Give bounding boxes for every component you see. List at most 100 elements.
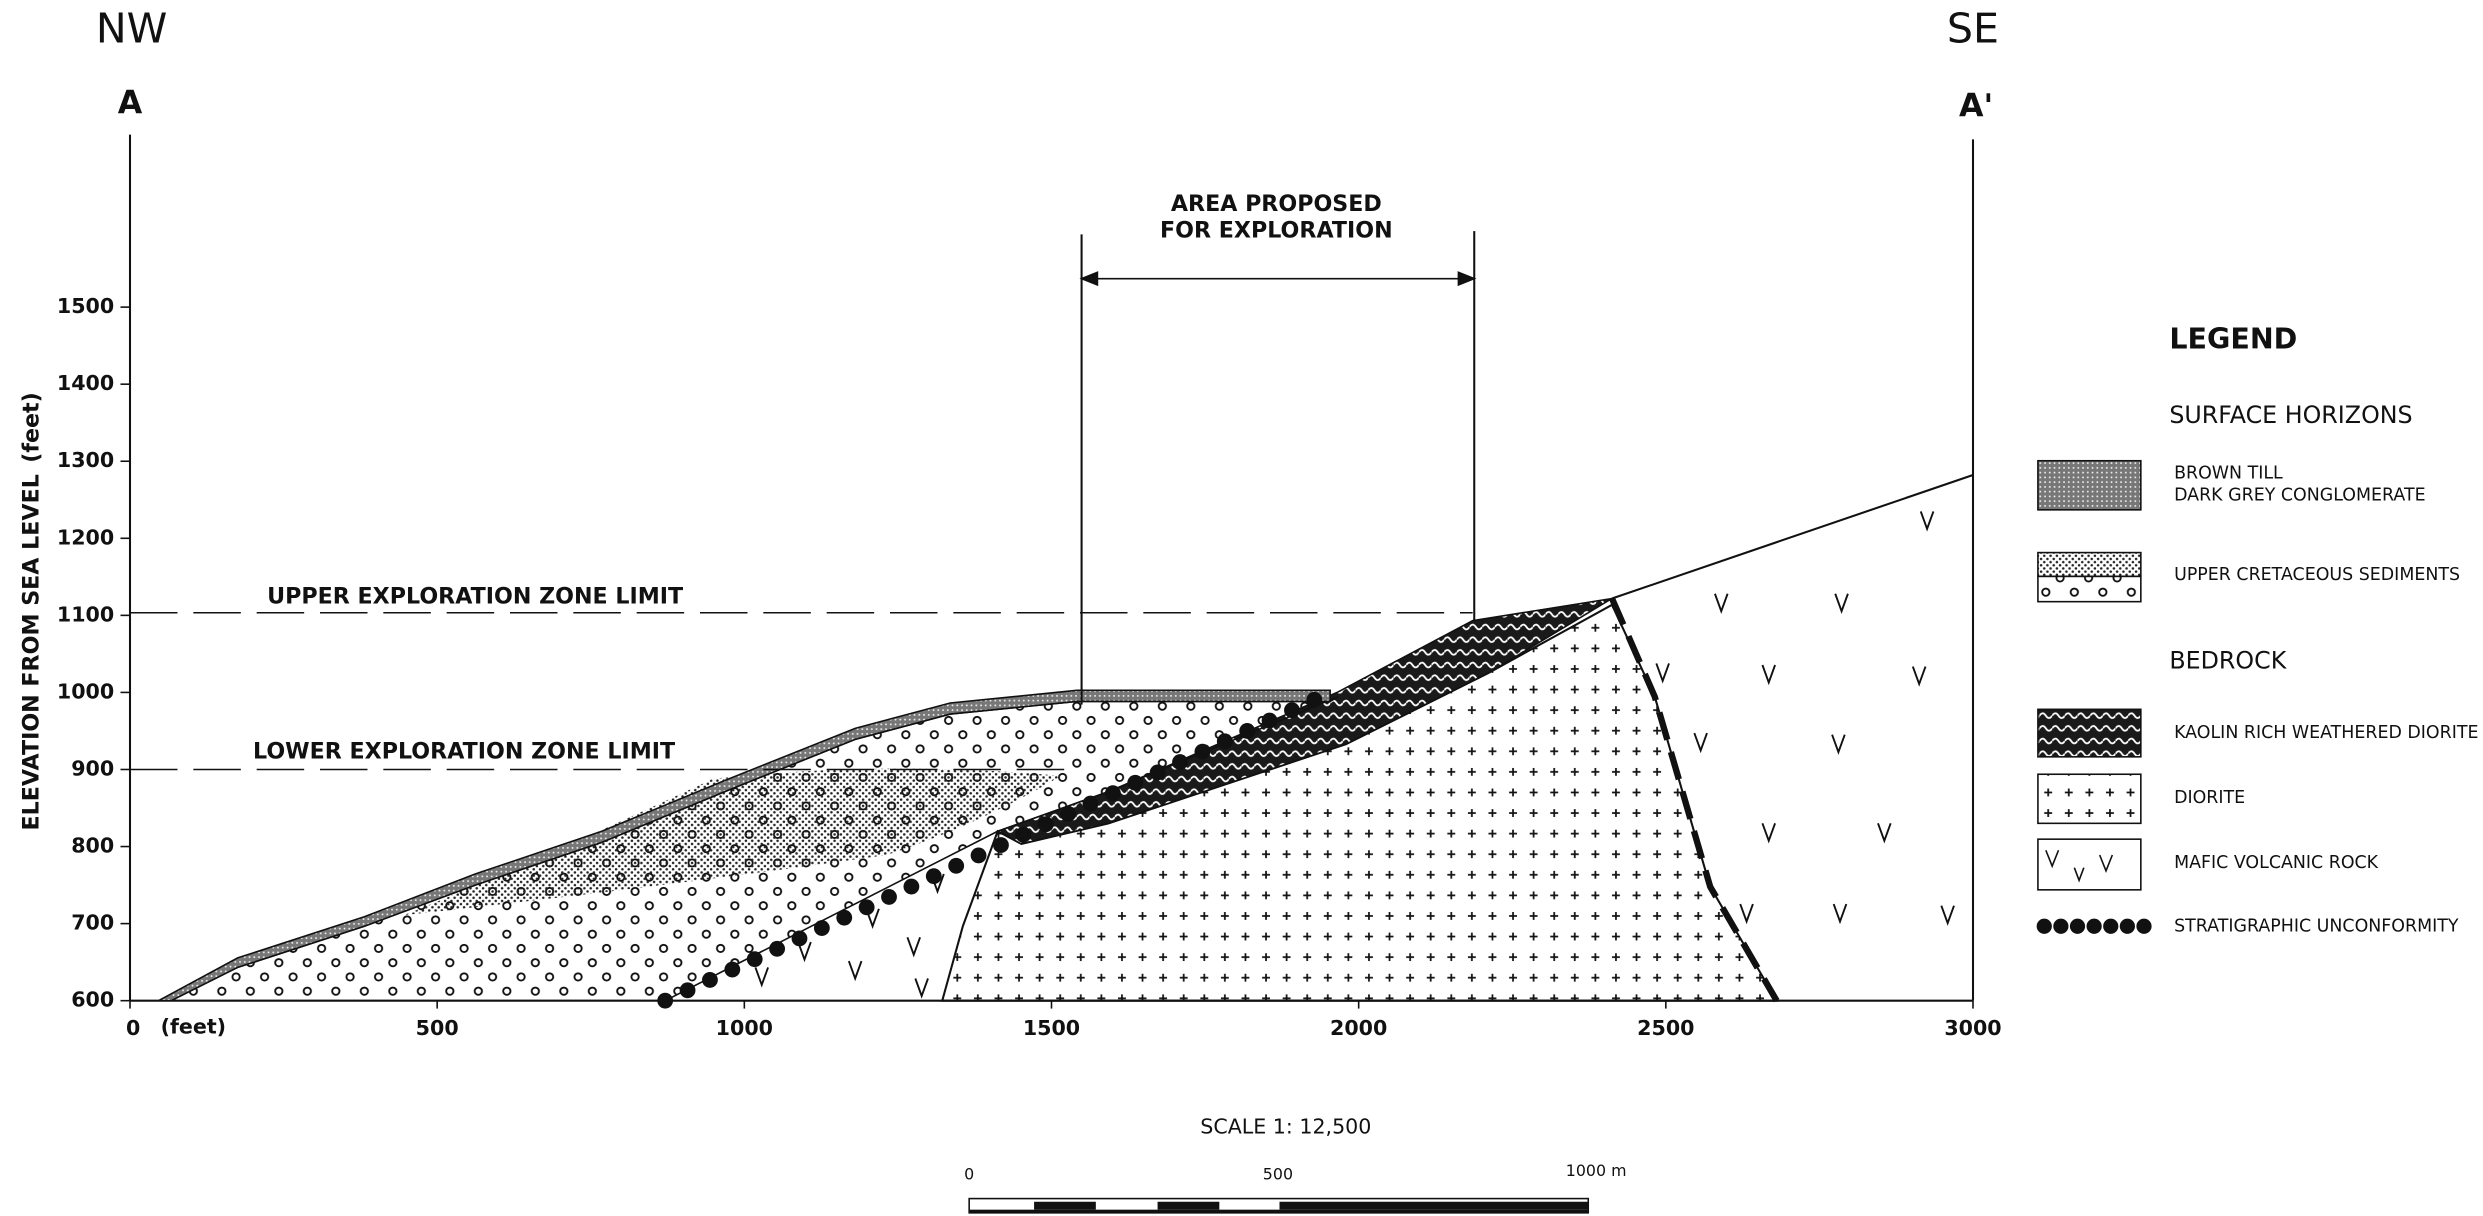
unconformity-dot — [1015, 827, 1031, 843]
unconformity-dot — [993, 837, 1009, 853]
legend-heading: BEDROCK — [2169, 646, 2287, 674]
unconformity-dot — [814, 920, 830, 936]
direction-left: NW — [96, 5, 167, 53]
unconformity-dot — [724, 962, 740, 978]
legend-dot — [2103, 919, 2118, 934]
scale-label: SCALE 1: 12,500 — [1200, 1114, 1371, 1138]
v-symbol — [1913, 667, 1926, 684]
v-symbol — [798, 942, 811, 959]
y-tick-label: 1000 — [57, 679, 114, 703]
legend-dot — [2136, 919, 2151, 934]
y-tick-label: 800 — [71, 834, 114, 858]
unconformity-dot — [903, 879, 919, 895]
upper-limit-label: UPPER EXPLORATION ZONE LIMIT — [267, 583, 683, 609]
y-tick-label: 1300 — [57, 448, 114, 472]
legend-title: LEGEND — [2169, 322, 2297, 355]
unconformity-dot — [971, 848, 987, 864]
x-tick-label: 2500 — [1637, 1016, 1694, 1040]
v-symbol — [915, 979, 928, 996]
unconformity-dot — [859, 899, 875, 915]
x-tick-label: 0 — [126, 1016, 140, 1040]
unconformity-dot — [1194, 744, 1210, 760]
unconformity-dot — [881, 889, 897, 905]
v-symbol — [1656, 663, 1669, 680]
v-symbol — [1762, 823, 1775, 840]
legend-dot — [2070, 919, 2085, 934]
unconformity-dot — [1038, 816, 1054, 832]
cross-section: NW SE A A' UPPER EXPLORATION ZONE LIMIT … — [0, 0, 2483, 1216]
ground-surface — [1612, 475, 1973, 599]
unconformity-dot — [1105, 785, 1121, 801]
unconformity-dot — [948, 858, 964, 874]
v-symbol — [1941, 906, 1954, 923]
legend-item: STRATIGRAPHIC UNCONFORMITY — [2174, 916, 2459, 936]
y-tick-label: 1500 — [57, 294, 114, 318]
legend-swatch — [2037, 919, 2152, 934]
scale-bar-base — [969, 1210, 1588, 1213]
legend-dot — [2120, 919, 2135, 934]
y-axis-label: ELEVATION FROM SEA LEVEL — [18, 474, 44, 830]
v-symbol — [1762, 665, 1775, 682]
legend-swatch — [2038, 774, 2141, 823]
x-tick-label: 500 — [416, 1016, 459, 1040]
unconformity-dot — [1150, 765, 1166, 781]
unconformity-dot — [1306, 692, 1322, 708]
legend-swatch — [2038, 709, 2141, 757]
v-symbol — [1715, 594, 1728, 611]
unconformity-dot — [1127, 775, 1143, 791]
unconformity-dot — [657, 993, 673, 1009]
x-tick-label: 3000 — [1944, 1016, 2001, 1040]
direction-right: SE — [1947, 5, 1999, 53]
v-symbol — [1921, 511, 1934, 528]
area-label: FOR EXPLORATION — [1160, 218, 1393, 244]
unconformity-dot — [1083, 796, 1099, 812]
scale-bar-label: 500 — [1263, 1164, 1293, 1183]
scale-bar-label: 1000 m — [1566, 1161, 1627, 1180]
page: {"directions":{"left":"NW","right":"SE"}… — [0, 0, 2483, 1216]
y-axis-unit: (feet) — [18, 392, 44, 463]
unconformity-dot — [769, 941, 785, 957]
y-tick-label: 700 — [71, 911, 114, 935]
legend-heading: SURFACE HORIZONS — [2169, 401, 2412, 429]
v-symbol — [1878, 823, 1891, 840]
unconformity-dot — [1284, 702, 1300, 718]
area-arrow — [1082, 272, 1475, 285]
unconformity-dot — [747, 951, 763, 967]
section-end: A' — [1959, 89, 1993, 125]
unconformity-dot — [680, 982, 696, 998]
x-tick-label: 1000 — [716, 1016, 773, 1040]
legend-item: KAOLIN RICH WEATHERED DIORITE — [2174, 723, 2478, 743]
unconformity-dot — [1262, 713, 1278, 729]
scale-bar-label: 0 — [964, 1164, 974, 1183]
v-symbol — [1694, 733, 1707, 750]
y-tick-label: 1100 — [57, 602, 114, 626]
legend-item: UPPER CRETACEOUS SEDIMENTS — [2174, 565, 2460, 585]
legend-item: DIORITE — [2174, 788, 2245, 808]
unconformity-dot — [1239, 723, 1255, 739]
x-tick-label: 2000 — [1330, 1016, 1387, 1040]
v-symbol — [1740, 904, 1753, 921]
legend-dot — [2053, 919, 2068, 934]
section-start: A — [118, 85, 143, 121]
legend-swatch — [2038, 553, 2141, 577]
v-symbol — [1834, 904, 1847, 921]
v-symbol — [1832, 735, 1845, 752]
lower-limit-label: LOWER EXPLORATION ZONE LIMIT — [253, 739, 675, 765]
y-tick-label: 1400 — [57, 371, 114, 395]
legend-dot — [2037, 919, 2052, 934]
legend-swatch — [2038, 576, 2141, 601]
y-tick-label: 600 — [71, 988, 114, 1012]
unconformity-dot — [1217, 733, 1233, 749]
v-symbol — [907, 937, 920, 954]
legend-dot — [2087, 919, 2102, 934]
y-tick-label: 1200 — [57, 525, 114, 549]
v-symbol — [755, 967, 768, 984]
unconformity-dot — [1060, 806, 1076, 822]
unconformity-dot — [702, 972, 718, 988]
v-symbol — [849, 961, 862, 978]
legend-item: DARK GREY CONGLOMERATE — [2174, 486, 2426, 506]
legend-item: BROWN TILL — [2174, 463, 2283, 483]
y-tick-label: 900 — [71, 756, 114, 780]
unconformity-dot — [836, 910, 852, 926]
v-symbol — [1835, 594, 1848, 611]
